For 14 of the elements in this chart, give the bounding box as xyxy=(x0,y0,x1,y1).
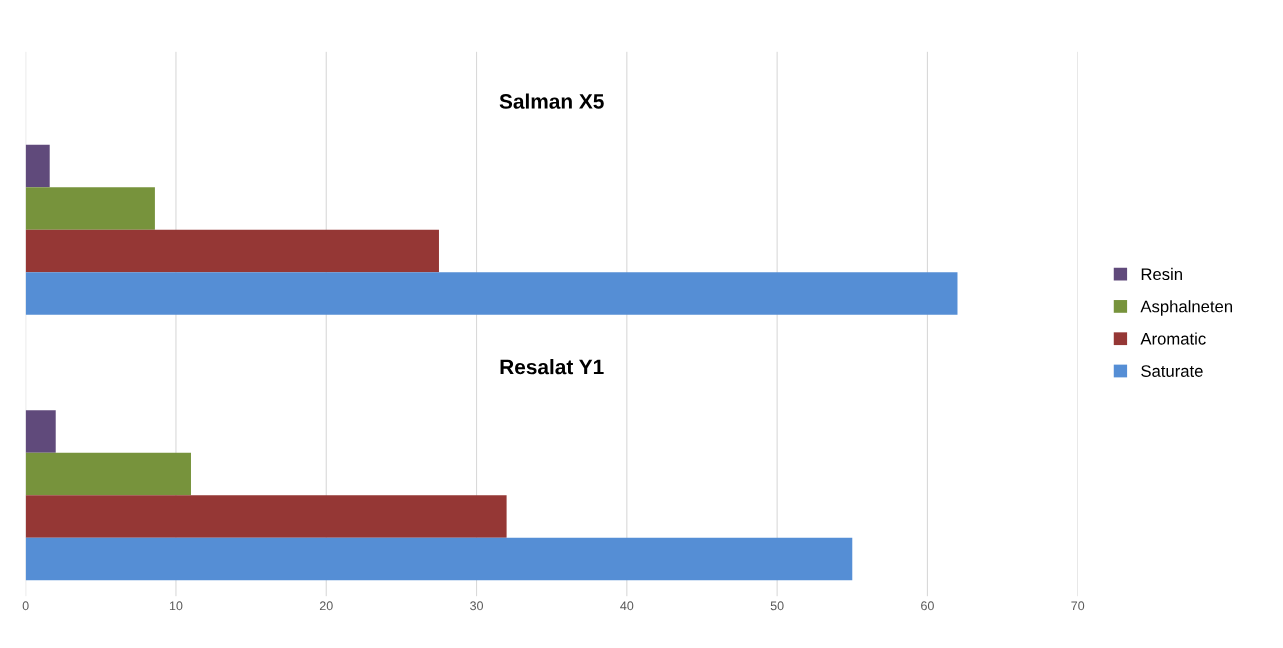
legend-label: Resin xyxy=(1141,267,1182,281)
x-tick-label: 40 xyxy=(620,601,634,611)
x-tick-label: 0 xyxy=(22,601,29,611)
y-tick-label: Resalat Y1 xyxy=(500,359,604,375)
legend-label: Asphalneten xyxy=(1140,300,1233,316)
x-tick-label: 60 xyxy=(921,601,934,611)
legend-label: Aromatic xyxy=(1140,332,1206,345)
x-tick-label: 50 xyxy=(770,601,784,611)
x-tick-label: 20 xyxy=(319,601,333,611)
y-tick-label: Salman X5 xyxy=(499,93,604,109)
x-tick-label: 70 xyxy=(1071,601,1085,611)
x-tick-label: 30 xyxy=(470,601,484,611)
x-tick-label: 10 xyxy=(169,601,183,611)
legend-label: Saturate xyxy=(1141,365,1203,377)
